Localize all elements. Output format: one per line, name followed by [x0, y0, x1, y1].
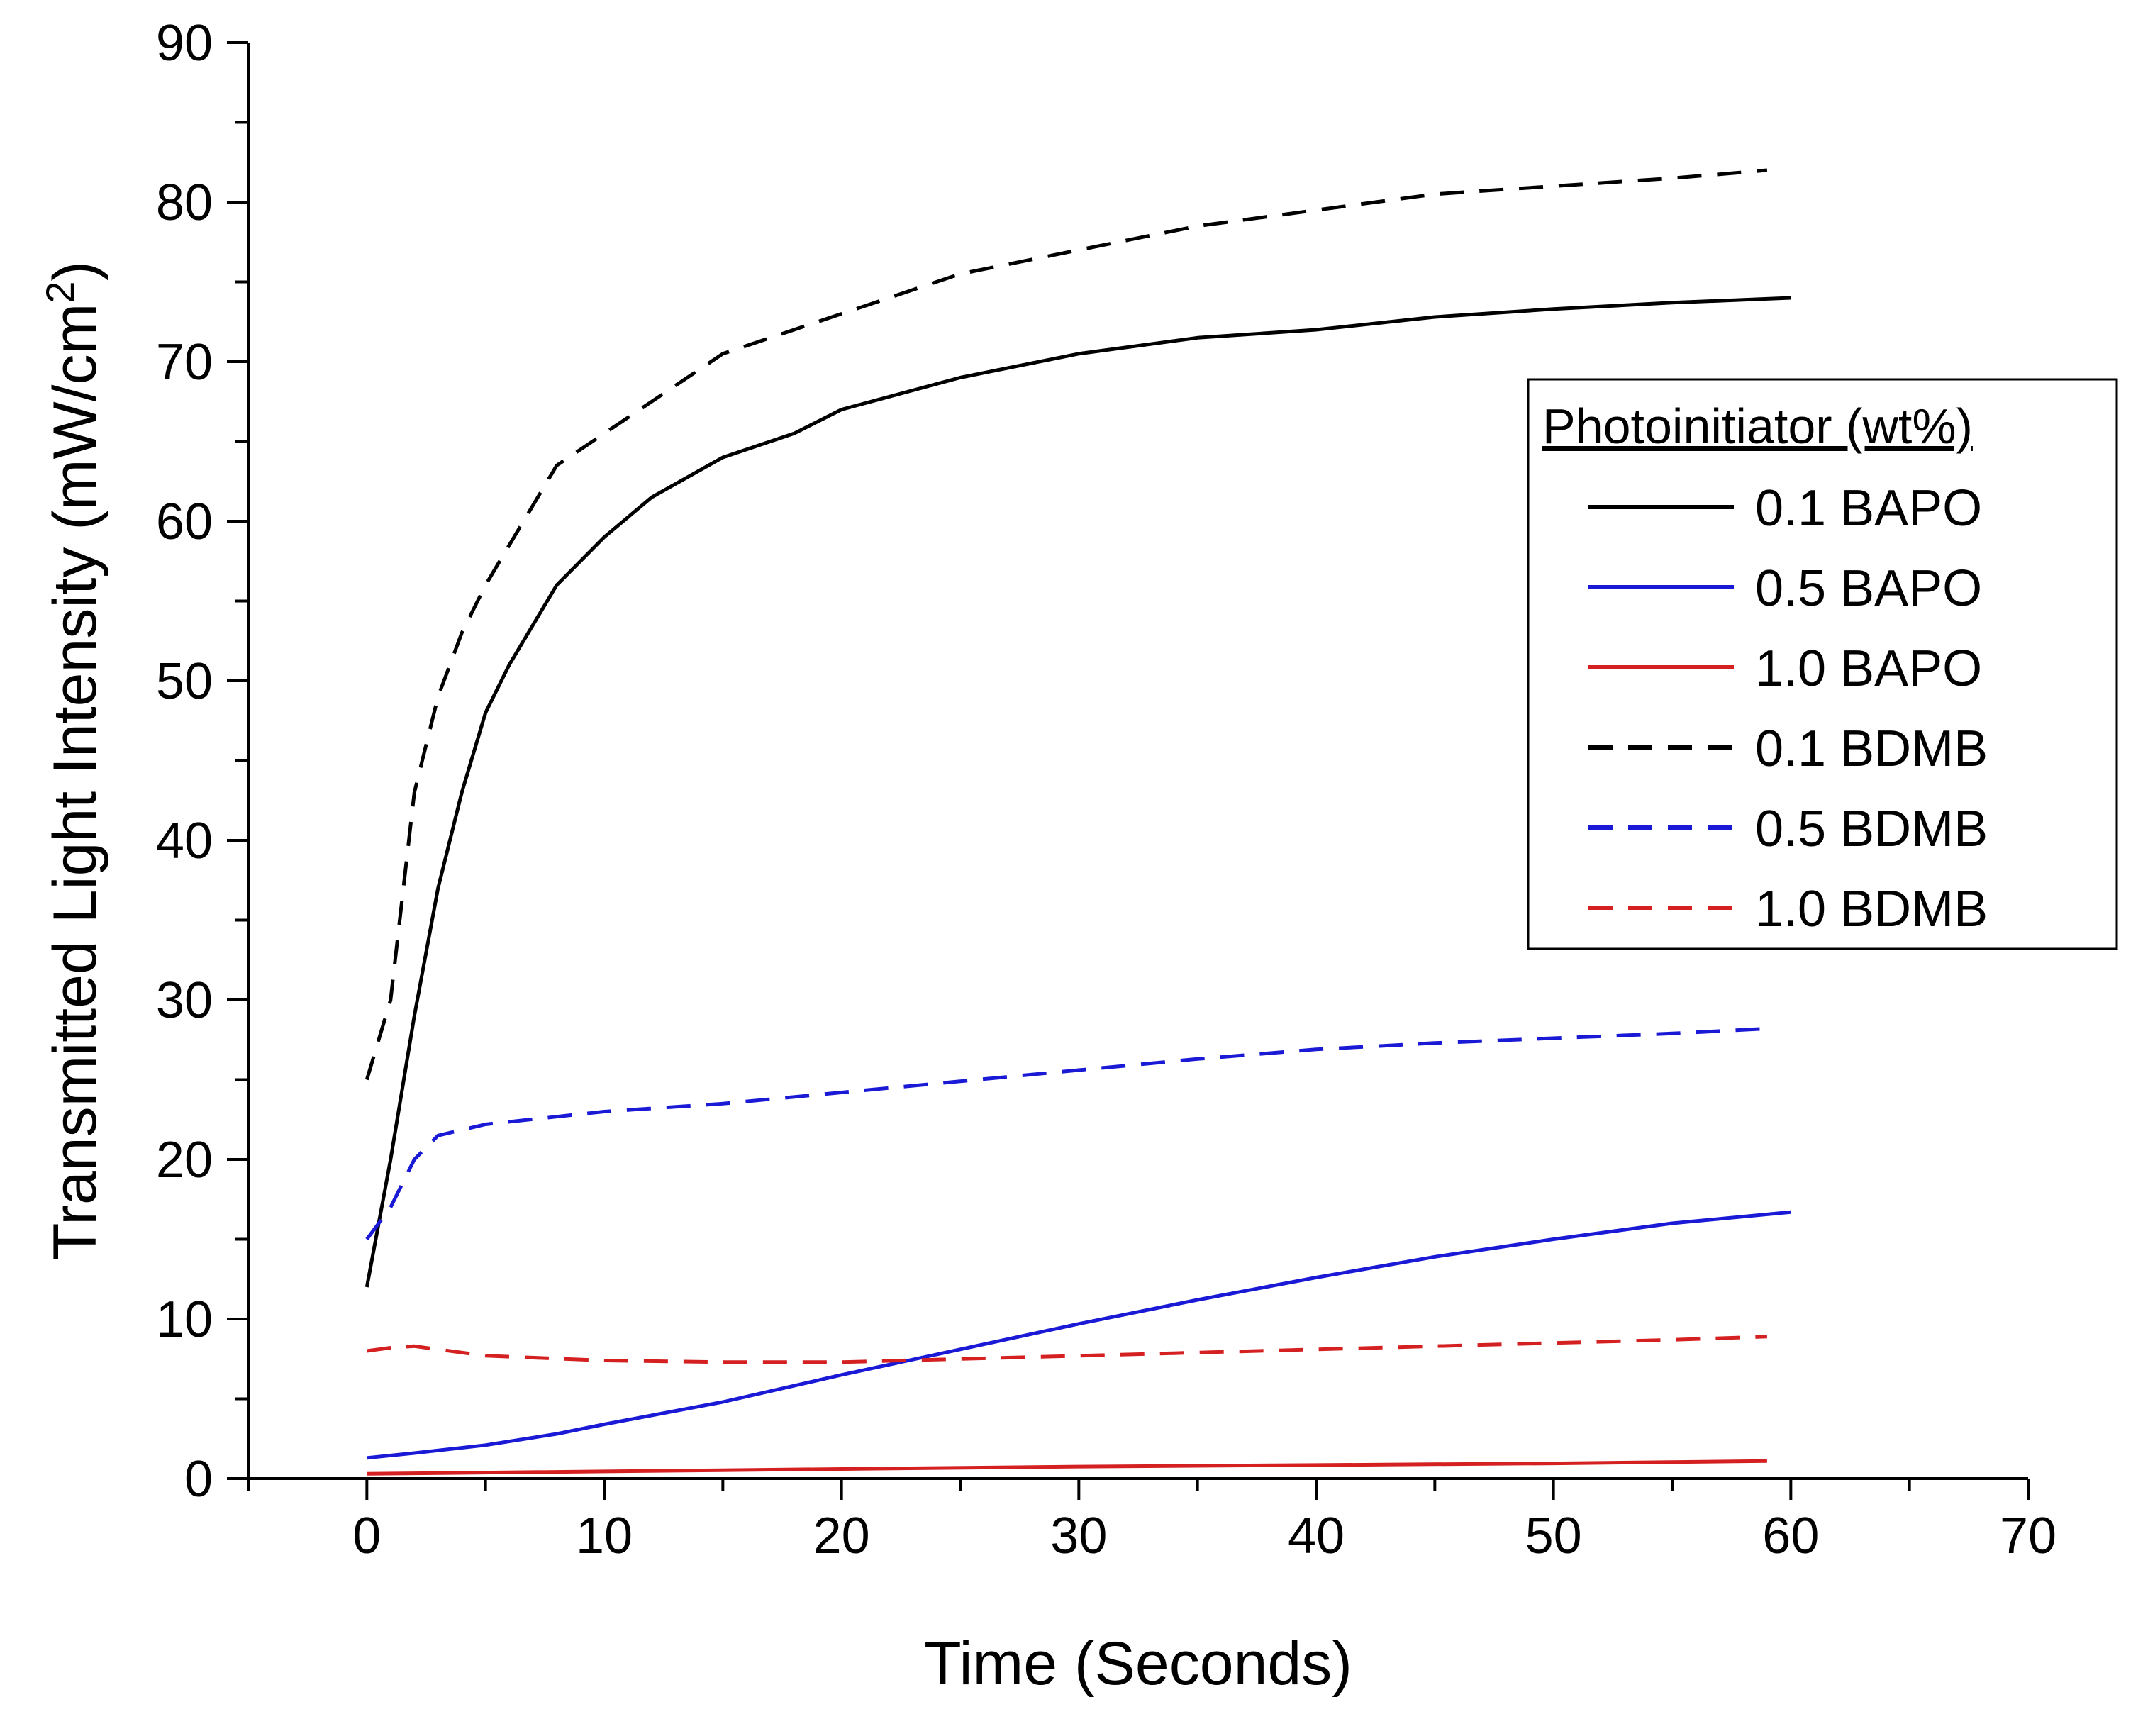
- legend: Photoinitiator (wt%) 0.1 BAPO 0.5 BAPO 1.0…: [1527, 378, 2118, 950]
- legend-label: 0.1 BDMB: [1755, 720, 1988, 777]
- axes: 0 10 20 30 40 50 60 70 0 10 20 30 40 50 60 70 80 90: [156, 15, 2056, 1564]
- legend-label: 0.5 BDMB: [1755, 801, 1988, 857]
- x-tick-label: 50: [1525, 1508, 1582, 1564]
- y-tick-label: 0: [184, 1451, 213, 1508]
- series-line-3: [364, 168, 1768, 1081]
- y-axis-title: Transmitted Light Intensity (mW/cm2): [38, 261, 110, 1260]
- y-tick-label: 70: [156, 334, 213, 391]
- x-tick-label: 70: [2000, 1508, 2056, 1564]
- series-lines: [364, 168, 1791, 1476]
- x-axis-title: Time (Seconds): [924, 1630, 1352, 1698]
- series-line-1: [367, 1210, 1791, 1460]
- y-axis-title-end: ): [41, 261, 109, 282]
- y-tick-label: 90: [156, 15, 213, 72]
- legend-label: 0.5 BAPO: [1755, 560, 1982, 617]
- x-tick-label: 40: [1288, 1508, 1345, 1564]
- series-line-2: [367, 1459, 1767, 1476]
- y-tick-label: 80: [156, 174, 213, 231]
- y-tick-label: 40: [156, 813, 213, 869]
- x-tick-label: 60: [1762, 1508, 1819, 1564]
- y-tick-label: 20: [156, 1132, 213, 1189]
- y-axis-title-superscript: 2: [38, 282, 82, 304]
- y-tick-label: 50: [156, 653, 213, 710]
- x-tick-label: 10: [576, 1508, 633, 1564]
- legend-label: 1.0 BDMB: [1755, 881, 1988, 937]
- x-tick-label: 20: [813, 1508, 870, 1564]
- x-tick-label: 0: [352, 1508, 381, 1564]
- series-line-0: [364, 296, 1791, 1288]
- legend-items: 0.1 BAPO 0.5 BAPO 1.0 BAPO 0.1 BDMB 0.5 BDMB…: [1588, 480, 1988, 937]
- y-tick-label: 60: [156, 494, 213, 550]
- y-tick-label: 30: [156, 972, 213, 1029]
- x-tick-label: 30: [1050, 1508, 1107, 1564]
- y-tick-label: 10: [156, 1291, 213, 1348]
- legend-label: 0.1 BAPO: [1755, 480, 1982, 537]
- legend-box: [1527, 378, 2118, 950]
- legend-title: Photoinitiator (wt%): [1542, 399, 1973, 454]
- legend-label: 1.0 BAPO: [1755, 640, 1982, 697]
- y-axis-title-main: Transmitted Light Intensity (mW/cm: [41, 304, 109, 1260]
